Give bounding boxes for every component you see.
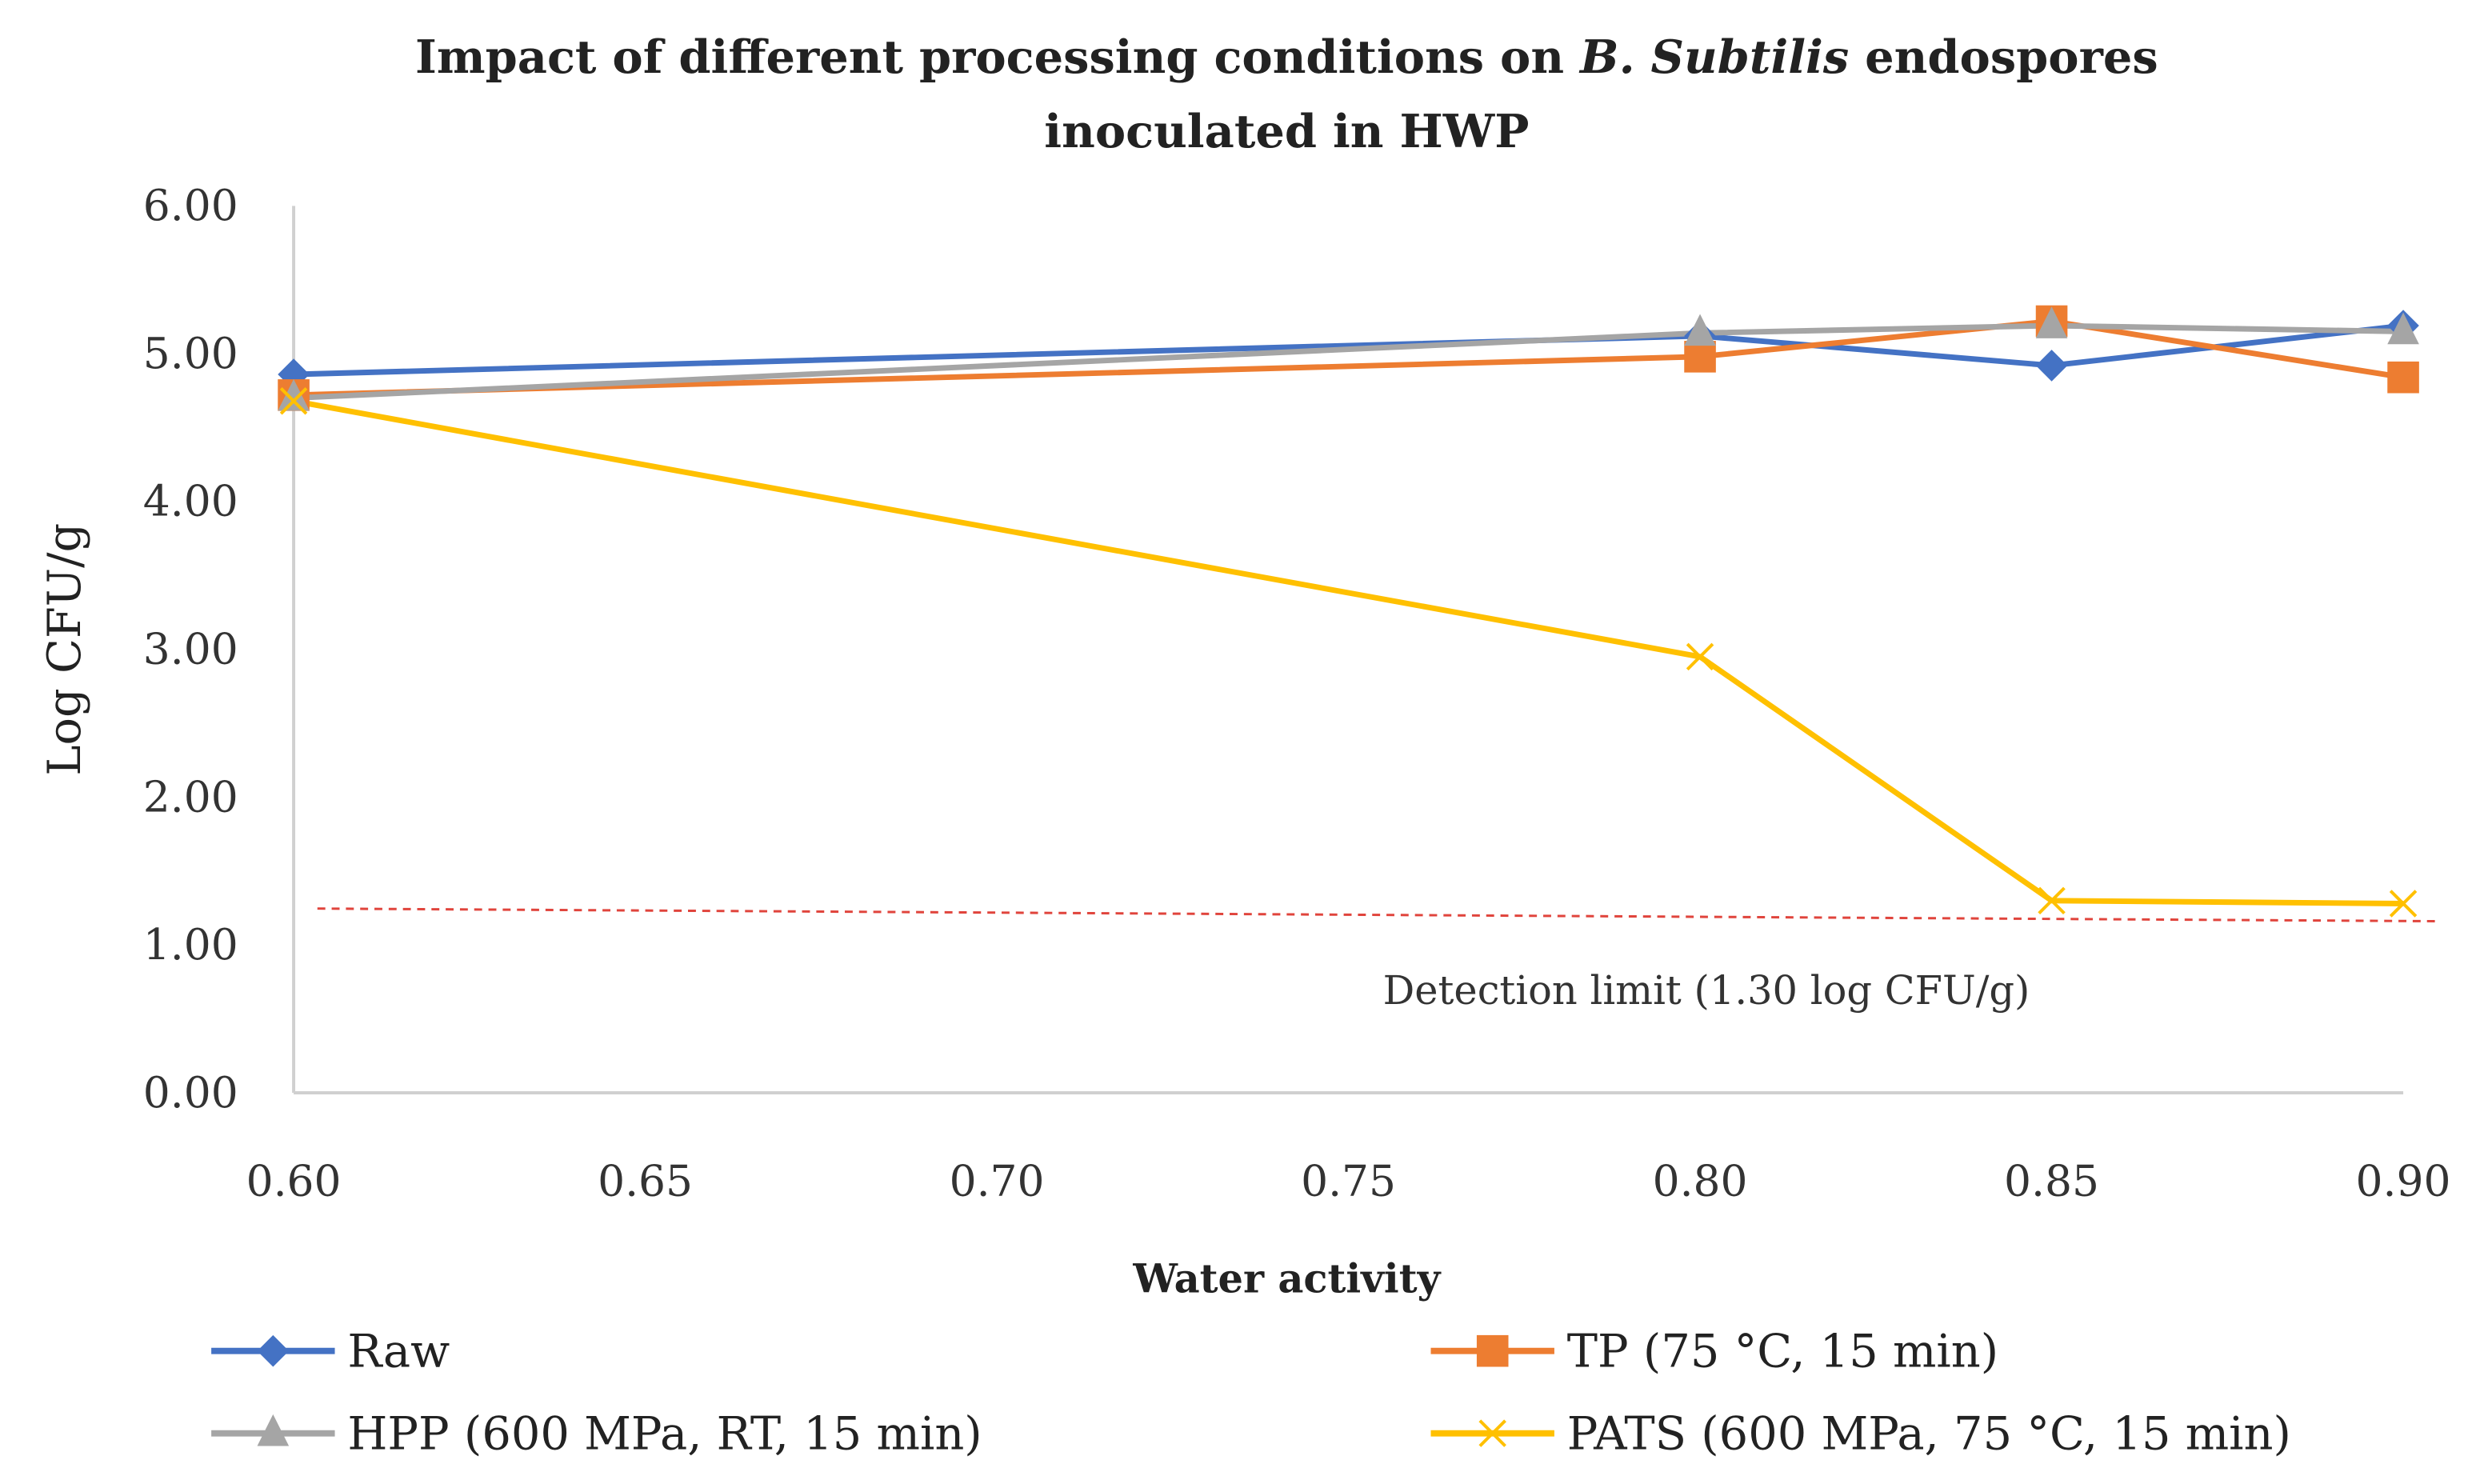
y-tick-label: 6.00 (143, 180, 238, 230)
x-mark-stroke (2389, 890, 2418, 918)
y-tick-label: 0.00 (143, 1067, 238, 1118)
series-line-pats (293, 398, 2404, 906)
x-tick-label: 0.80 (1653, 1156, 1748, 1206)
data-point-square (1684, 341, 1716, 373)
y-tick-label: 4.00 (143, 476, 238, 526)
x-mark-stroke (279, 387, 308, 415)
data-point-triangle (257, 1414, 290, 1446)
data-point-x (2038, 886, 2066, 915)
y-tick-label: 2.00 (143, 771, 238, 822)
data-point-x (279, 387, 308, 415)
legend-item: HPP (600 MPa, RT, 15 min) (211, 1406, 982, 1460)
legend-label: PATS (600 MPa, 75 °C, 15 min) (1567, 1406, 2291, 1460)
data-point-square (1476, 1334, 1509, 1367)
x-mark-stroke (2038, 886, 2066, 915)
data-point-diamond (2035, 350, 2068, 382)
legend-label: Raw (347, 1325, 450, 1378)
x-tick-label: 0.90 (2356, 1156, 2451, 1206)
detection-limit-line (317, 907, 2440, 923)
legend-label: HPP (600 MPa, RT, 15 min) (347, 1406, 982, 1460)
chart-title-line2: inoculated in HWP (1044, 104, 1529, 158)
legend-label: TP (75 °C, 15 min) (1567, 1325, 1998, 1378)
data-point-triangle (2387, 312, 2419, 345)
detection-limit-label: Detection limit (1.30 log CFU/g) (1383, 967, 2030, 1014)
data-point-diamond (257, 1334, 290, 1367)
data-point-x (2389, 890, 2418, 918)
y-tick-label: 5.00 (143, 328, 238, 378)
data-point-x (1478, 1419, 1506, 1447)
x-mark-stroke (1478, 1419, 1506, 1447)
data-point-x (1686, 642, 1714, 671)
data-point-triangle (1684, 314, 1716, 346)
series-line-raw (293, 322, 2404, 378)
y-tick-label: 1.00 (143, 919, 238, 970)
y-axis-label: Log CFU/g (38, 523, 91, 776)
series-line-tp (293, 318, 2404, 398)
legend-item: TP (75 °C, 15 min) (1430, 1325, 1998, 1378)
data-point-triangle (2035, 306, 2068, 338)
x-tick-label: 0.75 (1301, 1156, 1396, 1206)
x-tick-label: 0.85 (2004, 1156, 2099, 1206)
legend-item: Raw (211, 1325, 450, 1378)
data-point-triangle (278, 378, 310, 411)
data-point-square (2387, 361, 2419, 394)
chart-title: Impact of different processing condition… (415, 30, 2158, 84)
x-tick-label: 0.60 (246, 1156, 342, 1206)
y-tick-label: 3.00 (143, 624, 238, 674)
x-mark-stroke (1686, 642, 1714, 671)
x-tick-label: 0.70 (950, 1156, 1045, 1206)
x-tick-label: 0.65 (598, 1156, 693, 1206)
legend-item: PATS (600 MPa, 75 °C, 15 min) (1430, 1406, 2291, 1460)
series-line-hpp (293, 322, 2404, 402)
x-axis-label: Water activity (1132, 1255, 1441, 1302)
